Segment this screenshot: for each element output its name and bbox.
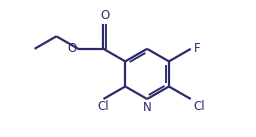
Text: N: N [143,101,152,114]
Text: O: O [100,9,109,22]
Text: Cl: Cl [194,100,205,113]
Text: Cl: Cl [98,100,109,113]
Text: O: O [68,42,77,55]
Text: F: F [194,42,200,55]
